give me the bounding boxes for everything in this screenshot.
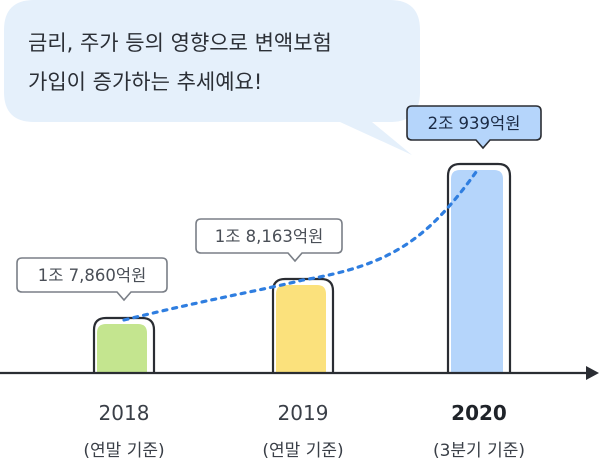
value-labels-group: 1조 7,860억원 1조 8,163억원 2조 939억원 [16, 105, 542, 302]
bar-fill-2018 [97, 324, 147, 372]
bar-fill-2019 [276, 285, 326, 372]
speech-bubble-line-1: 금리, 주가 등의 영향으로 변액보험 [28, 31, 332, 55]
x-axis-arrow [586, 366, 599, 380]
value-label-box-2020 [406, 105, 542, 150]
value-label-text-2020: 2조 939억원 [428, 114, 521, 133]
value-label-text-2018: 1조 7,860억원 [38, 266, 147, 285]
speech-bubble-shape [4, 0, 420, 155]
x-axis [0, 366, 599, 380]
value-label-text-2019: 1조 8,163억원 [215, 227, 324, 246]
x-tick-labels: 2018 (연말 기준) 2019 (연말 기준) 2020 (3분기 기준) [83, 401, 525, 461]
trend-line [122, 166, 481, 322]
value-label-2018: 1조 7,860억원 [16, 257, 168, 302]
x-tick-note-2019: (연말 기준) [262, 441, 343, 461]
x-tick-note-2020: (3분기 기준) [433, 441, 525, 461]
bars-group [92, 162, 512, 373]
speech-bubble: 금리, 주가 등의 영향으로 변액보험 가입이 증가하는 추세예요! [4, 0, 420, 155]
x-tick-label-2020: 2020 [451, 401, 507, 425]
value-label-box-2018 [16, 257, 168, 302]
x-tick-note-2018: (연말 기준) [83, 441, 164, 461]
value-label-2020: 2조 939억원 [406, 105, 542, 150]
speech-bubble-line-2: 가입이 증가하는 추세예요! [28, 70, 262, 94]
value-label-2019: 1조 8,163억원 [195, 218, 343, 263]
value-label-box-2019 [195, 218, 343, 263]
x-tick-label-2019: 2019 [278, 401, 329, 425]
x-tick-label-2018: 2018 [99, 401, 150, 425]
bar-fill-2020 [451, 170, 503, 372]
